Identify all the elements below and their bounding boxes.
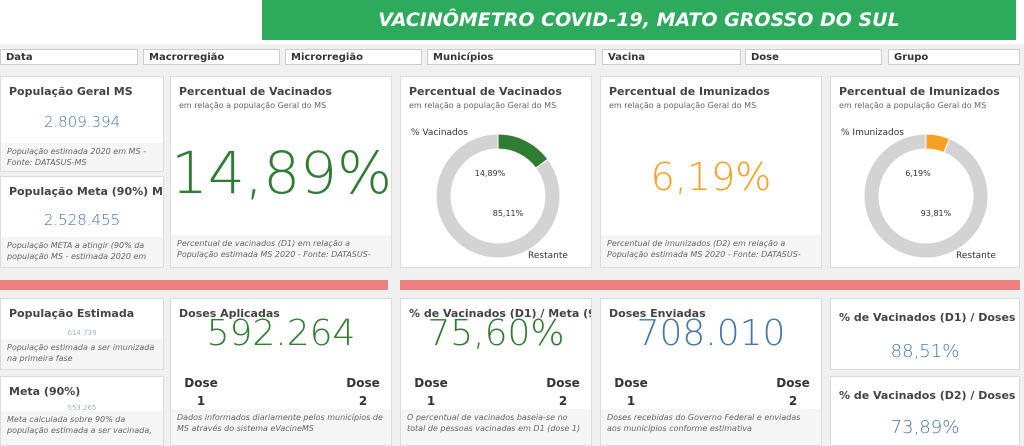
filter[interactable]: Data: [0, 49, 138, 65]
panel-note: Dados informados diariamente pelos munic…: [171, 409, 391, 445]
card-title: % de Vacinados (D1) / Doses Envi...: [839, 311, 1019, 324]
donut-panel: Percentual de Imunizados em relação a po…: [830, 76, 1020, 268]
donut-rest-label: Restante: [956, 251, 996, 261]
dose-label: Dose: [346, 376, 380, 390]
kpi-panel: Doses Enviadas 708.010 Dose 1 Dose 2 Doses re…: [600, 298, 822, 446]
panel-note: O percentual de vacinados baseia-se no t…: [401, 409, 591, 445]
panel-title: Percentual de Vacinados: [409, 85, 562, 98]
dose-number: 1: [626, 394, 636, 408]
card-title: População Geral MS: [9, 85, 133, 98]
slice-label: 14,89%: [475, 169, 506, 178]
dose-number: 1: [426, 394, 436, 408]
filter[interactable]: Macrorregião: [143, 49, 280, 65]
card-title: População Estimada: [9, 307, 135, 320]
panel-title: Percentual de Imunizados: [839, 85, 1000, 98]
kpi-panel: Doses Aplicadas 592.264 Dose 1 Dose 2 Dados i…: [170, 298, 392, 446]
filter[interactable]: Microrregião: [285, 49, 422, 65]
section-banner: [0, 280, 388, 290]
donut: 14,89% 85,11% % Vacinados Restante: [411, 128, 568, 261]
slice-label: 6,19%: [905, 169, 931, 178]
filter[interactable]: Grupo: [888, 49, 1020, 65]
panel-note: Percentual de imunizados (D2) em relação…: [601, 235, 821, 267]
dose-label: Dose: [414, 376, 448, 390]
card-value: 2.809.394: [43, 113, 121, 131]
card-value: 88,51%: [890, 341, 960, 362]
panel-subtitle: em relação a população Geral do MS: [179, 101, 327, 110]
donut-slice: [863, 133, 989, 259]
panel-subtitle: em relação a população Geral do MS: [839, 101, 987, 110]
donut-panel: Percentual de Vacinados em relação a pop…: [400, 76, 592, 268]
card-value: 2.528.455: [43, 211, 121, 229]
card-value: 614.739: [67, 329, 97, 337]
dose-number: 2: [358, 394, 368, 408]
slice-label: 85,11%: [493, 209, 524, 218]
panel-title: Percentual de Imunizados: [609, 85, 770, 98]
panel-subtitle: em relação a população Geral do MS: [609, 101, 757, 110]
card-title: População Meta (90%) MS: [9, 185, 164, 198]
filter[interactable]: Municípios: [427, 49, 596, 65]
card-note: Meta calculada sobre 90% da população es…: [1, 411, 163, 445]
dose-number: 2: [558, 394, 568, 408]
card-title: Meta (90%): [9, 385, 81, 398]
dose-label: Dose: [546, 376, 580, 390]
card-note: População estimada a ser imunizada na pr…: [1, 339, 163, 369]
card: População Estimada 614.739 População est…: [0, 298, 164, 370]
panel-subtitle: em relação a população Geral do MS: [409, 101, 557, 110]
panel-note: Doses recebidas do Governo Federal e env…: [601, 409, 821, 445]
dose-number: 2: [788, 394, 798, 408]
panel-note: Percentual de vacinados (D1) em relação …: [171, 235, 391, 267]
dose-number: 1: [196, 394, 206, 408]
card-value: 553.265: [67, 404, 97, 412]
card-title: % de Vacinados (D2) / Doses Envi...: [839, 389, 1019, 402]
header-title: VACINÔMETRO COVID-19, MATO GROSSO DO SUL: [262, 0, 1016, 40]
panel-title: % de Vacinados (D1) / Meta (90%): [409, 307, 591, 320]
kpi-value: 75,60%: [427, 313, 565, 354]
panel-title: Percentual de Vacinados: [179, 85, 332, 98]
kpi-value: 14,89%: [171, 139, 392, 207]
filter[interactable]: Vacina: [602, 49, 741, 65]
kpi-panel: % de Vacinados (D1) / Meta (90%) 75,60% D…: [400, 298, 592, 446]
kpi-panel: Percentual de Imunizados em relação a po…: [600, 76, 822, 268]
card: % de Vacinados (D1) / Doses Envi... 88,5…: [830, 298, 1020, 370]
donut-label: % Imunizados: [841, 128, 904, 138]
slice-label: 93,81%: [921, 209, 952, 218]
donut-label: % Vacinados: [411, 128, 468, 138]
kpi-value: 708.010: [636, 313, 786, 354]
card: População Geral MS 2.809.394 População e…: [0, 76, 164, 172]
panel-title: Doses Enviadas: [609, 307, 706, 320]
card: Meta (90%) 553.265 Meta calculada sobre …: [0, 376, 164, 446]
section-banner: [400, 280, 1020, 290]
dose-label: Dose: [184, 376, 218, 390]
kpi-value: 592.264: [206, 313, 356, 354]
card: % de Vacinados (D2) / Doses Envi... 73,8…: [830, 376, 1020, 446]
donut-slice: [497, 133, 549, 169]
card-note: População estimada 2020 em MS - Fonte: D…: [1, 143, 163, 171]
card: População Meta (90%) MS 2.528.455 Popula…: [0, 176, 164, 268]
kpi-value: 6,19%: [650, 155, 772, 199]
donut-slice: [435, 133, 561, 259]
kpi-panel: Percentual de Vacinados em relação a pop…: [170, 76, 392, 268]
dose-label: Dose: [614, 376, 648, 390]
dose-label: Dose: [776, 376, 810, 390]
donut-rest-label: Restante: [528, 251, 568, 261]
donut: 6,19% 93,81% % Imunizados Restante: [841, 128, 996, 261]
card-note: População META a atingir (90% da populaç…: [1, 237, 163, 267]
filter[interactable]: Dose: [745, 49, 882, 65]
card-value: 73,89%: [890, 417, 960, 438]
panel-title: Doses Aplicadas: [179, 307, 280, 320]
